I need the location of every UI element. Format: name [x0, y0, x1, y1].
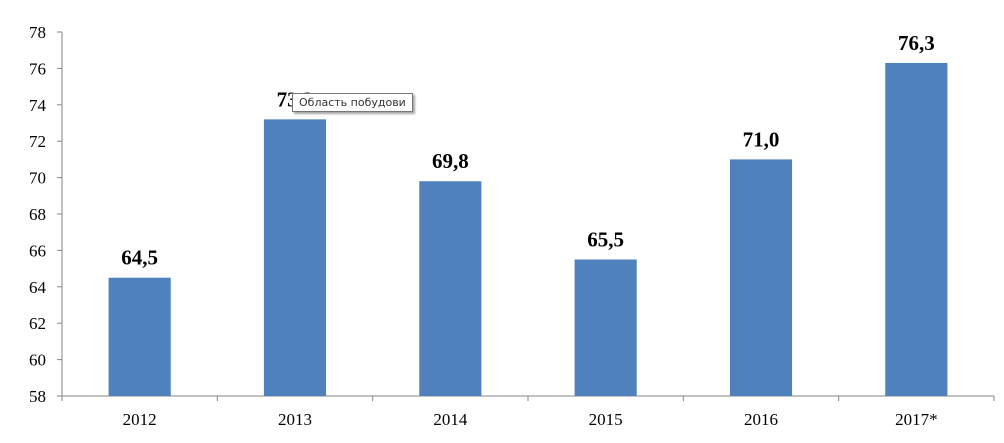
- y-tick-label: 58: [29, 387, 46, 406]
- bar-2013: [263, 119, 327, 397]
- data-label: 76,3: [898, 31, 935, 55]
- plot-area-tooltip: Область побудови: [292, 93, 413, 112]
- x-tick-label: 2012: [123, 410, 157, 429]
- y-tick-label: 60: [29, 351, 46, 370]
- x-tick-label: 2014: [433, 410, 468, 429]
- x-tick-label: 2013: [278, 410, 312, 429]
- y-tick-label: 78: [29, 23, 46, 42]
- data-label: 69,8: [432, 149, 469, 173]
- x-tick-label: 2016: [744, 410, 778, 429]
- bar-2015: [574, 259, 637, 396]
- bar-2012: [108, 277, 171, 396]
- y-tick-label: 62: [29, 314, 46, 333]
- bars: [108, 62, 948, 397]
- x-axis: 2012 2013 2014 2015 2016 2017*: [61, 395, 995, 429]
- bar-2014: [419, 181, 482, 396]
- bar-2017: [885, 62, 948, 396]
- bar-2016: [729, 159, 793, 396]
- value-labels: 64,573,269,865,571,076,3: [121, 31, 934, 270]
- y-tick-label: 68: [29, 205, 46, 224]
- y-tick-label: 70: [29, 169, 46, 188]
- data-label: 65,5: [587, 228, 624, 252]
- data-label: 64,5: [121, 246, 158, 270]
- y-tick-label: 72: [29, 132, 46, 151]
- data-label: 71,0: [743, 127, 780, 151]
- y-tick-label: 74: [29, 96, 47, 115]
- y-tick-label: 66: [29, 241, 46, 260]
- y-tick-label: 64: [29, 278, 47, 297]
- x-tick-label: 2017*: [895, 410, 938, 429]
- y-tick-label: 76: [29, 59, 46, 78]
- x-tick-label: 2015: [589, 410, 623, 429]
- y-axis: 58 60 62 64 66 68 70 72 74 76 78: [29, 23, 63, 406]
